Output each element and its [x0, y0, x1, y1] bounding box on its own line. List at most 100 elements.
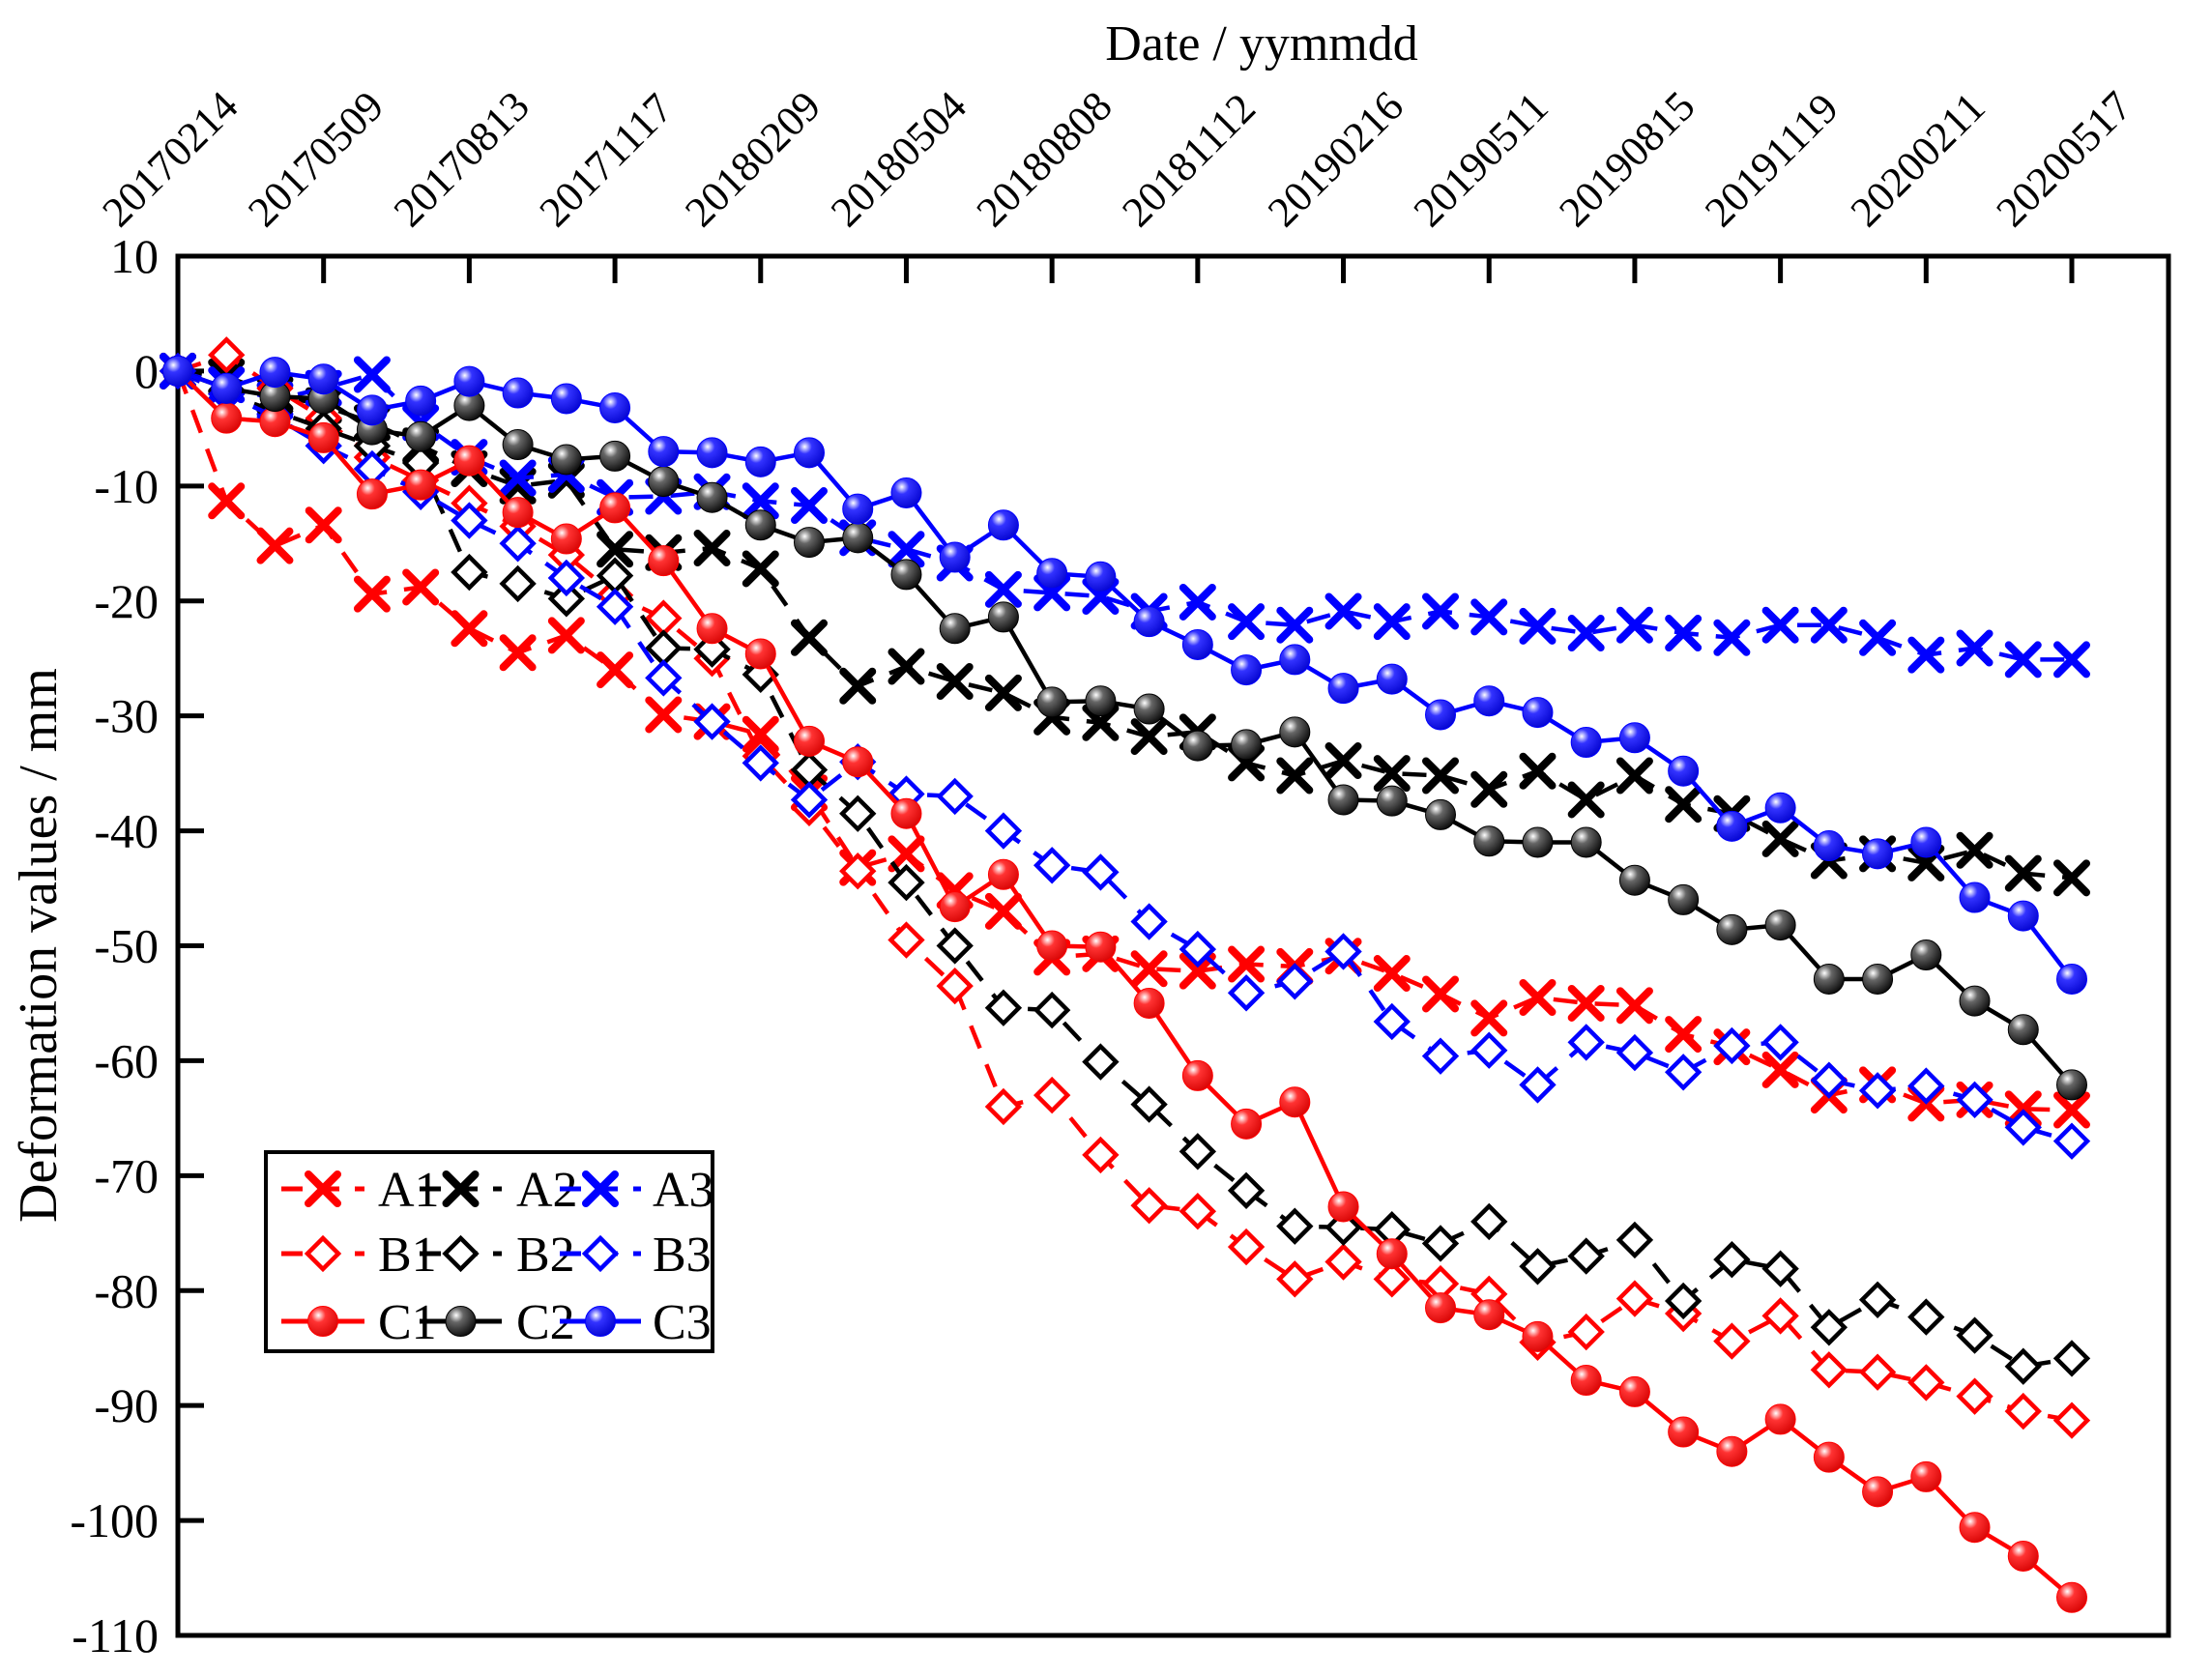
cross-marker-icon: [547, 617, 585, 654]
diamond-marker-icon: [547, 559, 586, 597]
cross-marker-icon: [2004, 641, 2042, 679]
diamond-marker-icon: [839, 852, 877, 890]
y-tick-label: 0: [134, 344, 159, 398]
ball-marker-icon: [1716, 1435, 1748, 1467]
diamond-marker-icon: [2052, 1122, 2091, 1160]
ball-marker-icon: [1327, 784, 1359, 816]
cross-marker-icon: [1470, 598, 1508, 636]
cross-marker-icon: [2053, 1091, 2090, 1129]
ball-marker-icon: [2056, 1069, 2087, 1101]
ball-marker-icon: [1473, 1299, 1505, 1331]
diamond-marker-icon: [1130, 903, 1168, 940]
series-line: [177, 368, 2072, 662]
ball-marker-icon: [1181, 730, 1213, 762]
y-tick-label: -110: [72, 1608, 159, 1662]
cross-marker-icon: [1373, 955, 1411, 993]
ball-marker-icon: [453, 365, 485, 397]
x-tick-label: 20180209: [676, 82, 830, 236]
ball-marker-icon: [744, 638, 776, 670]
diamond-marker-icon: [1907, 1298, 1945, 1336]
cross-marker-icon: [597, 651, 634, 689]
series-line: [177, 368, 2074, 1086]
diamond-marker-icon: [1956, 1316, 1994, 1354]
plot-axes: 10 0 -10 -20 -30 -40 -50 -60 -70 -80 -90 -100 -110 20…: [70, 82, 2171, 1662]
ball-marker-icon: [1618, 722, 1650, 754]
legend-item-B2: B2: [420, 1228, 575, 1283]
diamond-marker-icon: [2052, 1401, 2091, 1439]
ball-marker-icon: [1376, 785, 1408, 817]
ball-marker-icon: [1668, 883, 1700, 915]
diamond-marker-icon: [1470, 1202, 1508, 1241]
diamond-marker-icon: [499, 564, 537, 603]
diamond-marker-icon: [2004, 1392, 2042, 1430]
ball-marker-icon: [1570, 826, 1602, 858]
ball-marker-icon: [1181, 628, 1213, 660]
y-tick-label: -10: [94, 459, 159, 513]
ball-marker-icon: [1522, 826, 1554, 858]
y-tick-label: -90: [94, 1378, 159, 1432]
ball-marker-icon: [453, 445, 485, 477]
diamond-marker-icon: [1276, 963, 1314, 1000]
x-tick-label: 20180808: [968, 82, 1121, 236]
ball-marker-icon: [794, 527, 825, 559]
ball-marker-icon: [1133, 606, 1165, 638]
ball-marker-icon: [842, 522, 874, 554]
ball-marker-icon: [1376, 663, 1408, 695]
ball-marker-icon: [1425, 798, 1456, 830]
cross-marker-icon: [839, 667, 877, 705]
cross-marker-icon: [984, 570, 1022, 608]
y-tick-label: -20: [94, 574, 159, 628]
diamond-marker-icon: [1810, 1351, 1848, 1389]
cross-marker-icon: [402, 568, 440, 606]
y-tick-label: -70: [94, 1148, 159, 1202]
series-line: [177, 352, 2073, 1423]
series-line: [176, 369, 2074, 1600]
cross-marker-icon: [1519, 979, 1557, 1017]
cross-marker-icon: [1276, 606, 1314, 644]
ball-marker-icon: [1764, 1403, 1796, 1435]
x-tick-label: 20181112: [1113, 84, 1265, 236]
ball-marker-icon: [648, 436, 680, 468]
diamond-marker-icon: [936, 967, 974, 1005]
chart-title: Date / yymmdd: [1105, 16, 1418, 72]
ball-marker-icon: [648, 545, 680, 577]
diamond-marker-icon: [1713, 1322, 1751, 1360]
ball-marker-icon: [1764, 910, 1796, 941]
cross-marker-icon: [499, 459, 537, 497]
diamond-marker-icon: [1470, 1031, 1508, 1069]
diamond-marker-icon: [1179, 930, 1217, 968]
ball-marker-icon: [696, 613, 728, 645]
ball-marker-icon: [1716, 913, 1748, 945]
y-tick-label: -100: [70, 1493, 159, 1547]
diamond-marker-icon: [1810, 1309, 1848, 1346]
ball-marker-icon: [405, 469, 437, 501]
series-C1: [162, 355, 2087, 1613]
legend-item-label: B3: [653, 1228, 712, 1283]
series-line: [177, 368, 2073, 1143]
cross-marker-icon: [1615, 606, 1653, 644]
ball-marker-icon: [599, 391, 631, 423]
cross-marker-icon: [1179, 583, 1216, 621]
legend-item-A3: A3: [560, 1163, 714, 1218]
cross-marker-icon: [2004, 854, 2042, 892]
diamond-marker-icon: [499, 525, 537, 563]
cross-marker-icon: [936, 662, 974, 700]
cross-marker-icon: [1761, 820, 1799, 857]
diamond-marker-icon: [790, 781, 829, 819]
diamond-marker-icon: [1519, 1066, 1557, 1104]
ball-marker-icon: [445, 1306, 477, 1337]
ball-marker-icon: [1085, 685, 1117, 717]
x-tick-label: 20171117: [530, 84, 682, 236]
cross-marker-icon: [742, 482, 779, 520]
cross-marker-icon: [1956, 629, 1994, 667]
cross-marker-icon: [888, 835, 925, 873]
x-tick-label: 20180504: [822, 82, 975, 236]
ball-marker-icon: [307, 363, 339, 395]
ball-marker-icon: [550, 523, 582, 555]
ball-marker-icon: [2056, 1581, 2087, 1613]
ball-marker-icon: [890, 559, 922, 591]
diamond-marker-icon: [936, 927, 974, 965]
ball-marker-icon: [502, 429, 534, 461]
ball-marker-icon: [1231, 729, 1263, 761]
